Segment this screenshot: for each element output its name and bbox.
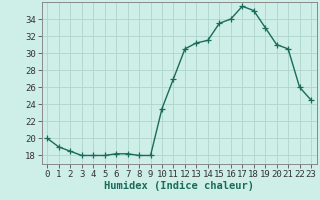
X-axis label: Humidex (Indice chaleur): Humidex (Indice chaleur) [104,181,254,191]
